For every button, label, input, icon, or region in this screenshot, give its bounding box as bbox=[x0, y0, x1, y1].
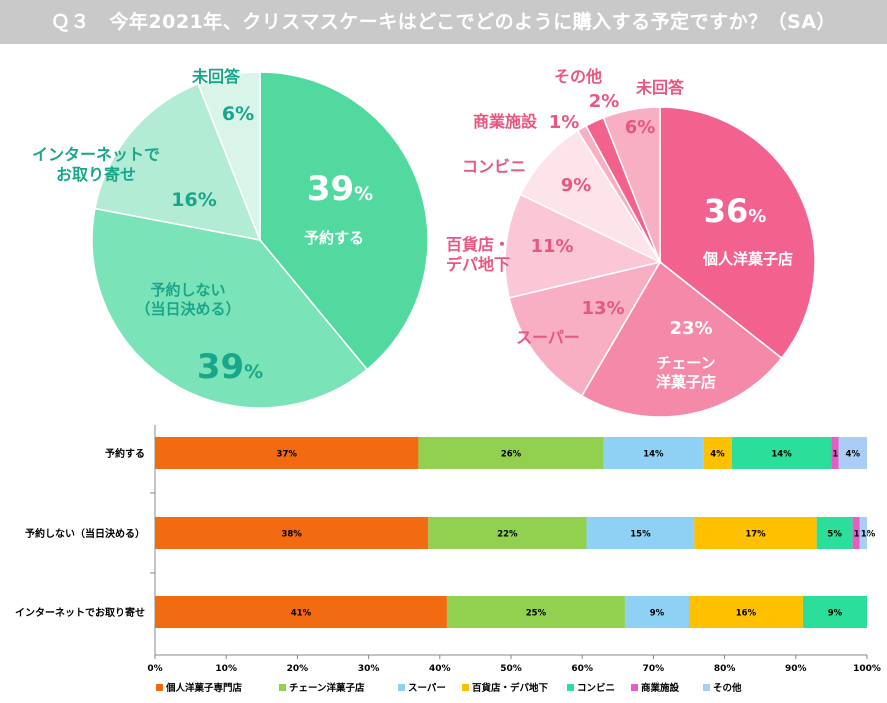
page-title: Ｑ３ 今年2021年、クリスマスケーキはどこでどのように購入する予定ですか？（S… bbox=[50, 11, 837, 33]
category-label-0: 予約する bbox=[105, 447, 145, 460]
bar-label-2-0: 41% bbox=[291, 609, 312, 619]
legend-swatch-5 bbox=[631, 684, 638, 691]
bar-segment-0-4 bbox=[731, 437, 832, 469]
bar-segment-0-0 bbox=[155, 437, 419, 469]
x-tick-label-5: 50% bbox=[500, 664, 522, 674]
bar-segment-1-3 bbox=[694, 517, 817, 549]
legend-label-5: 商業施設 bbox=[641, 682, 680, 694]
bar-label-1-2: 15% bbox=[630, 530, 651, 540]
bar-label-1-3: 17% bbox=[745, 530, 766, 540]
legend-swatch-4 bbox=[567, 684, 574, 691]
bar-segment-1-2 bbox=[586, 517, 695, 549]
legend-swatch-3 bbox=[462, 684, 469, 691]
x-tick-label-6: 60% bbox=[571, 664, 593, 674]
bar-segment-2-2 bbox=[624, 596, 689, 628]
x-tick-label-1: 10% bbox=[215, 664, 237, 674]
bar-label-1-1: 22% bbox=[497, 530, 518, 540]
category-label-1: 予約しない（当日決める） bbox=[25, 527, 145, 540]
bar-segment-0-2 bbox=[603, 437, 704, 469]
bar-label-2-2: 9% bbox=[650, 609, 665, 619]
bar-segment-1-4 bbox=[816, 517, 853, 549]
bar-segment-2-1 bbox=[446, 596, 625, 628]
bar-segment-2-3 bbox=[689, 596, 803, 628]
legend-swatch-6 bbox=[703, 684, 710, 691]
bar-segment-0-5 bbox=[831, 437, 839, 469]
x-tick-label-3: 30% bbox=[358, 664, 380, 674]
x-tick-label-7: 70% bbox=[643, 664, 665, 674]
bar-label-0-2: 14% bbox=[643, 450, 664, 460]
bar-label-0-3: 4% bbox=[710, 450, 725, 460]
x-tick-label-10: 100% bbox=[853, 664, 881, 674]
bar-segment-0-3 bbox=[703, 437, 732, 469]
legend-swatch-2 bbox=[398, 684, 405, 691]
legend-swatch-1 bbox=[279, 684, 286, 691]
bar-segment-1-1 bbox=[428, 517, 587, 549]
legend-label-0: 個人洋菓子専門店 bbox=[165, 682, 243, 694]
x-tick-label-4: 40% bbox=[429, 664, 451, 674]
category-label-2: インターネットでお取り寄せ bbox=[15, 606, 145, 619]
legend-label-3: 百貨店・デパ地下 bbox=[472, 682, 549, 694]
bar-label-1-6: 1% bbox=[861, 530, 876, 540]
legend-label-4: コンビニ bbox=[577, 682, 615, 694]
bar-segment-1-6 bbox=[859, 517, 867, 549]
bar-label-1-4: 5% bbox=[827, 530, 842, 540]
bar-segment-0-1 bbox=[418, 437, 604, 469]
bar-label-1-0: 38% bbox=[281, 530, 302, 540]
legend-swatch-0 bbox=[156, 684, 163, 691]
x-tick-label-8: 80% bbox=[714, 664, 736, 674]
bar-label-2-4: 9% bbox=[828, 609, 843, 619]
bar-label-2-3: 16% bbox=[736, 609, 757, 619]
bar-segment-1-0 bbox=[155, 517, 429, 549]
bar-segment-1-5 bbox=[852, 517, 860, 549]
legend-label-1: チェーン洋菓子店 bbox=[289, 682, 365, 694]
bar-segment-2-4 bbox=[802, 596, 867, 628]
bar-segment-2-0 bbox=[155, 596, 447, 628]
bar-label-0-4: 14% bbox=[771, 450, 792, 460]
bar-label-0-6: 4% bbox=[846, 450, 861, 460]
header-bar bbox=[0, 0, 887, 44]
x-tick-label-0: 0% bbox=[147, 664, 162, 674]
legend-label-6: その他 bbox=[713, 682, 742, 694]
bar-label-2-1: 25% bbox=[526, 609, 547, 619]
bar-label-0-1: 26% bbox=[501, 450, 522, 460]
x-tick-label-2: 20% bbox=[287, 664, 309, 674]
legend-label-2: スーパー bbox=[408, 682, 446, 694]
bar-segment-0-6 bbox=[838, 437, 867, 469]
bar-label-0-0: 37% bbox=[277, 450, 298, 460]
x-tick-label-9: 90% bbox=[785, 664, 807, 674]
